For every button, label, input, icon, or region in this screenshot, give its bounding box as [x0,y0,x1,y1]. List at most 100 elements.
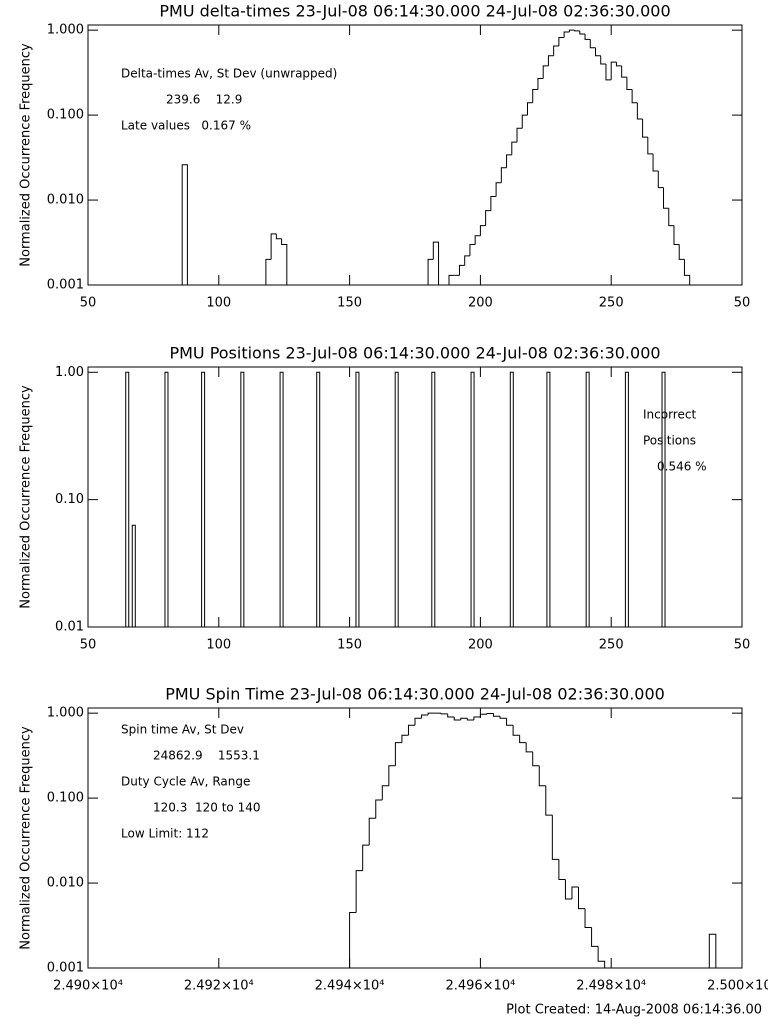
histogram-bin [584,908,592,928]
histogram-bin [678,244,685,260]
histogram-bin [375,799,383,819]
x-tick-label: 150 [337,296,362,311]
histogram-bin [511,141,518,155]
annotation: 239.6 12.9 [166,93,242,107]
histogram-bin [589,39,596,49]
spike [394,371,399,627]
histogram-bin [605,63,612,81]
histogram-bin [473,716,481,721]
histogram-bin [381,785,389,800]
histogram-bin [394,742,402,766]
y-tick-label: 0.010 [47,193,84,208]
histogram-bin [542,65,549,79]
histogram-bin [447,713,455,718]
x-tick-label: 100 [206,296,231,311]
histogram-bin [547,55,554,66]
x-tick-label: 150 [337,638,362,653]
x-tick-label: 50 [734,638,751,653]
histogram-bin [626,77,633,91]
spike [470,371,475,627]
y-tick-label: 0.010 [47,876,84,891]
x-tick-label: 200 [468,638,493,653]
histogram-bin [563,31,570,38]
plot-frame [87,707,743,969]
annotation: Delta-times Av, St Dev (unwrapped) [121,67,337,81]
histogram-bin [466,718,474,721]
y-tick-label: 0.100 [47,108,84,123]
annotation: Spin time Av, St Dev [121,723,244,737]
histogram-bin [516,127,523,143]
y-tick-label: 1.000 [47,706,84,721]
y-tick-label: 0.100 [47,791,84,806]
histogram-bin [499,716,507,719]
spike [279,371,284,627]
histogram-bin [668,208,674,227]
spike [546,371,551,627]
spike [164,371,169,627]
histogram-bin [368,817,376,846]
histogram-bin [432,241,440,285]
histogram-bin [458,264,465,276]
histogram-bin [553,45,559,56]
chart-title: PMU Positions 23-Jul-08 06:14:30.000 24-… [169,344,660,363]
histogram-bin [578,886,586,910]
histogram-bin [591,927,599,947]
histogram-bin [281,238,288,285]
spike [201,371,206,627]
histogram-bin [545,785,553,816]
x-tick-label: 50 [734,296,751,311]
histogram-bin [574,30,580,32]
histogram-bin [414,717,422,726]
histogram-bin [453,717,461,721]
annotation: Incorrect [643,408,696,422]
x-tick-label: 250 [599,296,624,311]
histogram-bin [636,102,643,120]
histogram-bin [479,225,486,236]
histogram-bin [492,713,501,717]
x-tick-label: 2.490×10⁴ [53,979,123,994]
histogram-bin [683,259,691,285]
x-tick-label: 2.498×10⁴ [576,979,646,994]
annotation: 120.3 120 to 140 [153,801,260,815]
spike [585,371,590,627]
histogram-bin [600,55,606,65]
spike [316,371,321,627]
histogram-bin [595,47,601,57]
histogram-bin [647,137,654,155]
y-tick-label: 1.000 [47,23,84,38]
annotation: Late values 0.167 % [121,119,251,133]
histogram-bin [532,751,540,767]
spike [240,371,245,627]
y-axis-label: Normalized Occurrence Frequency [19,726,34,950]
spike [624,371,629,627]
histogram-bin [427,712,435,716]
histogram-bin [521,114,528,129]
annotation: 0.546 % [657,460,707,474]
histogram-bin [448,274,455,285]
histogram-bin [642,118,648,138]
histogram-bin [708,933,717,968]
x-tick-label: 100 [206,638,231,653]
histogram-bin [440,713,448,715]
annotation: 24862.9 1553.1 [153,749,260,763]
y-tick-label: 0.10 [55,492,84,507]
histogram-bin [512,725,520,736]
x-tick-label: 2.500×10⁴ [707,979,768,994]
histogram-bin [265,258,272,285]
histogram-bin [421,714,429,719]
histogram-bin [485,210,491,226]
histogram-bin [538,765,546,787]
y-axis-label: Normalized Occurrence Frequency [19,385,34,609]
histogram-bin [506,154,512,168]
y-tick-label: 1.00 [55,365,84,380]
histogram-bin [571,886,579,899]
plot-frame [87,24,743,286]
histogram-bin [349,912,357,968]
spike [661,371,666,627]
histogram-bin [490,196,497,211]
spike [131,524,136,627]
x-tick-label: 200 [468,296,493,311]
histogram-bin [407,724,415,736]
histogram-bin [464,255,470,266]
y-tick-label: 0.01 [55,620,84,635]
